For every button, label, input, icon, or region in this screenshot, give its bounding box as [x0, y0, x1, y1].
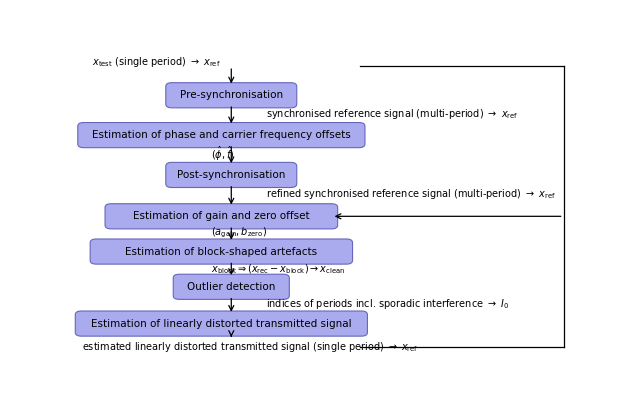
Text: $(a_\mathrm{gain}, b_\mathrm{zero})$: $(a_\mathrm{gain}, b_\mathrm{zero})$ [211, 226, 268, 240]
Text: Estimation of linearly distorted transmitted signal: Estimation of linearly distorted transmi… [91, 318, 351, 329]
Text: Estimation of gain and zero offset: Estimation of gain and zero offset [133, 211, 310, 221]
FancyBboxPatch shape [166, 83, 297, 108]
FancyBboxPatch shape [78, 123, 365, 148]
Text: Estimation of block-shaped artefacts: Estimation of block-shaped artefacts [125, 246, 317, 257]
Text: refined synchronised reference signal (multi-period) $\rightarrow$ $x_\mathrm{re: refined synchronised reference signal (m… [266, 187, 556, 201]
FancyBboxPatch shape [90, 239, 353, 264]
Text: $x_\mathrm{block} \Rightarrow (x_\mathrm{rec} - x_\mathrm{block}) \rightarrow x_: $x_\mathrm{block} \Rightarrow (x_\mathrm… [211, 262, 346, 276]
Text: $x_\mathrm{test}$ (single period) $\rightarrow$ $x_\mathrm{ref}$: $x_\mathrm{test}$ (single period) $\righ… [92, 55, 221, 68]
Text: indices of periods incl. sporadic interference $\rightarrow$ $I_0$: indices of periods incl. sporadic interf… [266, 297, 509, 311]
Text: estimated linearly distorted transmitted signal (single period) $\rightarrow$ $x: estimated linearly distorted transmitted… [83, 340, 419, 355]
FancyBboxPatch shape [173, 274, 289, 299]
Text: Post-synchronisation: Post-synchronisation [177, 170, 285, 180]
FancyBboxPatch shape [166, 162, 297, 187]
Text: Estimation of phase and carrier frequency offsets: Estimation of phase and carrier frequenc… [92, 130, 351, 140]
Text: Outlier detection: Outlier detection [187, 282, 275, 292]
FancyBboxPatch shape [105, 204, 338, 229]
Text: $(\hat{\phi}, \hat{f})$: $(\hat{\phi}, \hat{f})$ [211, 145, 235, 163]
Text: synchronised reference signal (multi-period) $\rightarrow$ $x_\mathrm{ref}$: synchronised reference signal (multi-per… [266, 107, 518, 121]
FancyBboxPatch shape [76, 311, 367, 336]
Text: Pre-synchronisation: Pre-synchronisation [180, 90, 283, 100]
